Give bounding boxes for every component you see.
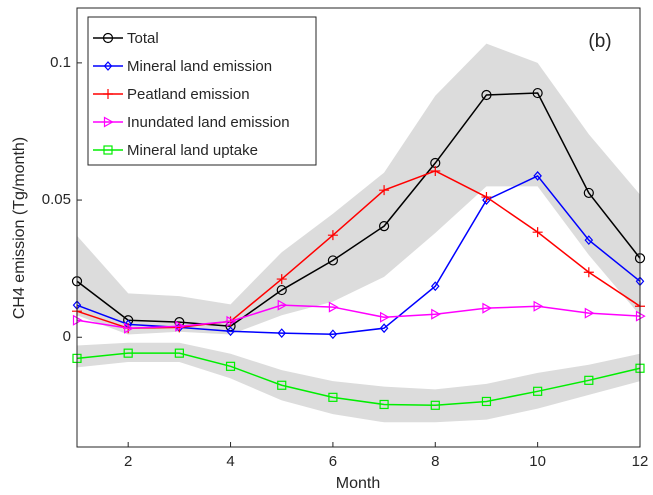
- legend-label: Mineral land emission: [127, 58, 272, 75]
- x-tick-label: 12: [632, 453, 649, 470]
- marker: [103, 116, 114, 128]
- x-tick-label: 6: [329, 453, 337, 470]
- y-tick-label: 0.05: [42, 191, 71, 208]
- marker: [226, 326, 235, 337]
- marker: [124, 322, 134, 334]
- x-tick-label: 2: [124, 453, 132, 470]
- series-line: [76, 304, 641, 329]
- marker: [175, 320, 186, 332]
- marker: [328, 301, 339, 313]
- series-line: [76, 92, 641, 328]
- series-line: [76, 352, 641, 407]
- marker: [277, 299, 288, 311]
- marker: [277, 328, 287, 339]
- legend-label: Total: [127, 30, 159, 47]
- marker: [430, 400, 440, 410]
- marker: [583, 267, 594, 278]
- marker: [103, 89, 113, 99]
- x-tick-label: 8: [431, 453, 439, 470]
- legend-box: [87, 16, 317, 166]
- marker: [378, 221, 390, 232]
- marker: [276, 274, 287, 285]
- marker: [532, 227, 543, 238]
- marker: [102, 32, 114, 44]
- axes-box: [76, 7, 641, 448]
- marker: [533, 171, 542, 181]
- marker: [533, 300, 544, 312]
- marker: [379, 185, 390, 196]
- marker: [276, 284, 287, 296]
- marker: [481, 396, 492, 407]
- marker: [430, 165, 441, 176]
- y-tick-label: 0.1: [50, 54, 71, 71]
- x-axis-label: Month: [336, 475, 380, 492]
- marker: [584, 375, 594, 385]
- marker: [379, 323, 389, 334]
- marker: [225, 361, 236, 371]
- marker: [532, 87, 543, 99]
- marker: [327, 230, 338, 241]
- plot: [71, 87, 646, 410]
- uncertainty-band: [77, 43, 640, 335]
- legend-label: Mineral land uptake: [127, 142, 258, 159]
- marker: [277, 380, 287, 390]
- marker: [584, 307, 595, 319]
- legend-label: Peatland emission: [127, 86, 250, 103]
- marker: [584, 235, 594, 246]
- marker: [328, 329, 338, 340]
- marker: [430, 281, 440, 292]
- marker: [328, 392, 338, 402]
- marker: [379, 399, 389, 410]
- marker: [103, 61, 113, 71]
- marker: [226, 315, 237, 327]
- marker: [379, 311, 390, 323]
- marker: [431, 308, 441, 320]
- x-tick-label: 4: [226, 453, 234, 470]
- marker: [583, 187, 594, 199]
- y-tick-label: 0: [63, 328, 71, 345]
- marker: [481, 192, 492, 203]
- legend-label: Inundated land emission: [127, 114, 290, 131]
- series-line: [76, 170, 641, 329]
- y-axis-label: CH4 emission (Tg/month): [11, 137, 28, 319]
- uncertainty-band: [77, 342, 640, 423]
- marker: [123, 348, 133, 358]
- marker: [174, 348, 184, 358]
- marker: [481, 89, 492, 101]
- x-tick-label: 10: [529, 453, 546, 470]
- marker: [482, 302, 493, 314]
- marker: [103, 145, 113, 155]
- marker: [327, 255, 339, 266]
- panel-label: (b): [588, 31, 611, 52]
- marker: [533, 386, 543, 396]
